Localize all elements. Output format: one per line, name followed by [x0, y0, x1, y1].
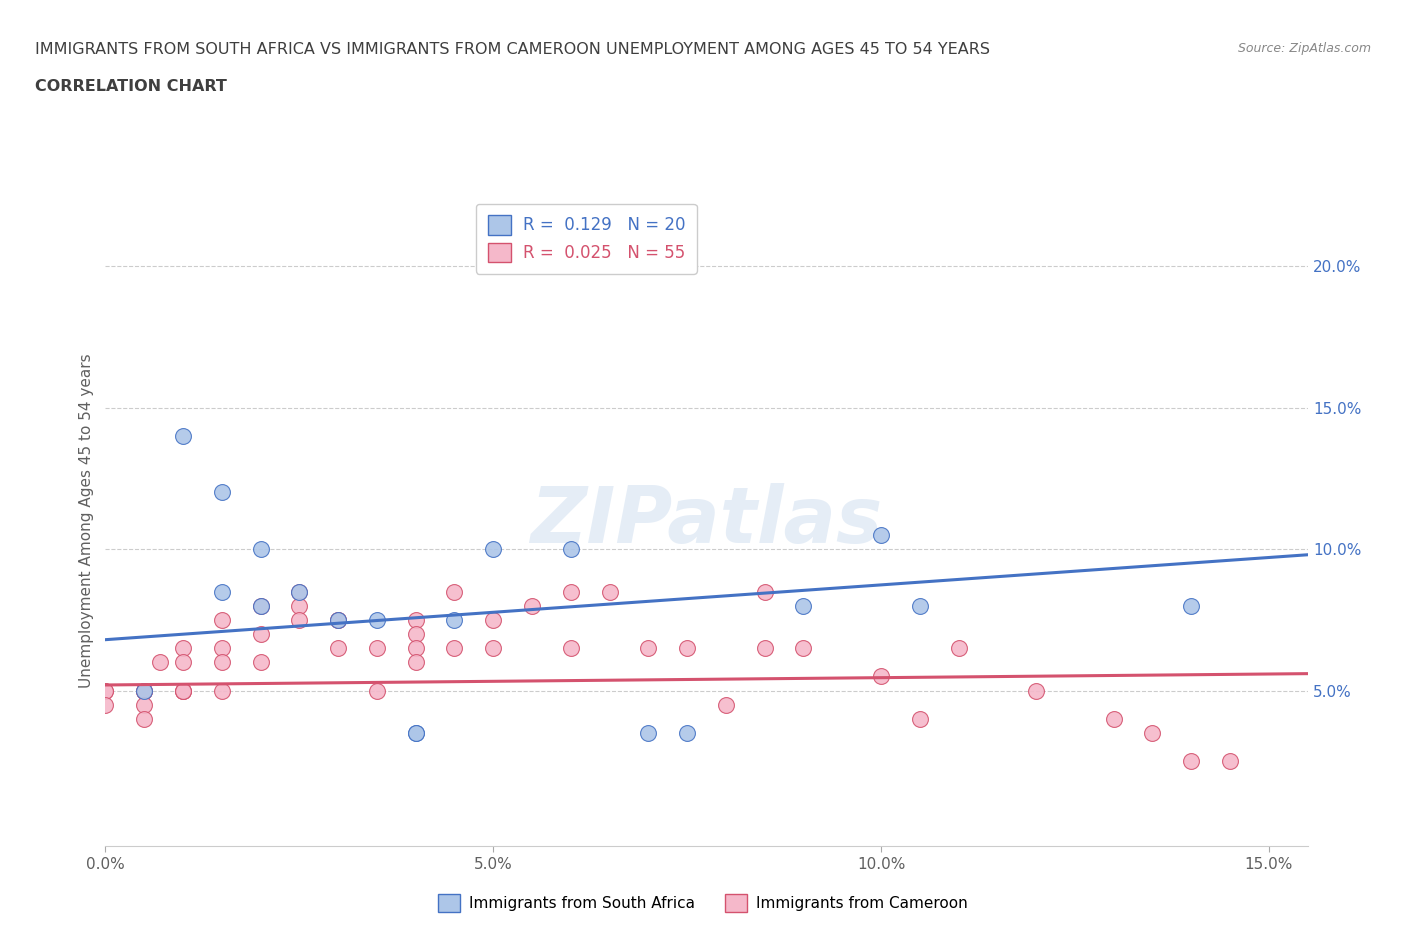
Point [134, 684, 156, 698]
Point [908, 711, 931, 726]
Point [1142, 725, 1164, 740]
Point [754, 641, 776, 656]
Point [1180, 598, 1202, 613]
Point [288, 598, 311, 613]
Point [211, 684, 233, 698]
Point [211, 584, 233, 599]
Point [288, 584, 311, 599]
Point [405, 641, 427, 656]
Point [172, 429, 194, 444]
Point [637, 641, 659, 656]
Point [908, 598, 931, 613]
Point [1219, 754, 1241, 769]
Point [637, 725, 659, 740]
Point [1180, 754, 1202, 769]
Point [948, 641, 970, 656]
Text: IMMIGRANTS FROM SOUTH AFRICA VS IMMIGRANTS FROM CAMEROON UNEMPLOYMENT AMONG AGES: IMMIGRANTS FROM SOUTH AFRICA VS IMMIGRAN… [35, 42, 990, 57]
Point [366, 613, 388, 628]
Point [288, 584, 311, 599]
Point [405, 613, 427, 628]
Point [482, 541, 505, 556]
Point [149, 655, 172, 670]
Point [443, 613, 465, 628]
Point [366, 684, 388, 698]
Point [249, 541, 271, 556]
Point [405, 725, 427, 740]
Point [211, 641, 233, 656]
Point [792, 641, 814, 656]
Point [792, 598, 814, 613]
Legend: Immigrants from South Africa, Immigrants from Cameroon: Immigrants from South Africa, Immigrants… [432, 888, 974, 918]
Point [870, 669, 893, 684]
Point [754, 584, 776, 599]
Point [134, 698, 156, 712]
Point [94, 684, 117, 698]
Text: ZIPatlas: ZIPatlas [530, 483, 883, 559]
Point [405, 655, 427, 670]
Point [1102, 711, 1125, 726]
Point [443, 641, 465, 656]
Point [211, 655, 233, 670]
Point [599, 584, 621, 599]
Point [870, 527, 893, 542]
Point [676, 725, 699, 740]
Point [405, 627, 427, 642]
Point [249, 598, 271, 613]
Point [560, 641, 582, 656]
Point [249, 598, 271, 613]
Point [172, 684, 194, 698]
Text: CORRELATION CHART: CORRELATION CHART [35, 79, 226, 94]
Point [249, 627, 271, 642]
Point [134, 711, 156, 726]
Point [326, 613, 349, 628]
Text: Source: ZipAtlas.com: Source: ZipAtlas.com [1237, 42, 1371, 55]
Point [714, 698, 737, 712]
Point [211, 613, 233, 628]
Point [676, 641, 699, 656]
Point [288, 613, 311, 628]
Point [249, 655, 271, 670]
Point [326, 641, 349, 656]
Point [326, 613, 349, 628]
Point [172, 641, 194, 656]
Point [94, 698, 117, 712]
Point [366, 641, 388, 656]
Point [211, 485, 233, 500]
Point [405, 725, 427, 740]
Point [443, 584, 465, 599]
Point [520, 598, 543, 613]
Point [482, 613, 505, 628]
Point [172, 684, 194, 698]
Legend: R =  0.129   N = 20, R =  0.025   N = 55: R = 0.129 N = 20, R = 0.025 N = 55 [475, 204, 697, 273]
Point [134, 684, 156, 698]
Point [560, 541, 582, 556]
Point [134, 684, 156, 698]
Point [172, 655, 194, 670]
Point [560, 584, 582, 599]
Y-axis label: Unemployment Among Ages 45 to 54 years: Unemployment Among Ages 45 to 54 years [79, 353, 94, 688]
Point [134, 684, 156, 698]
Point [94, 684, 117, 698]
Point [1025, 684, 1047, 698]
Point [482, 641, 505, 656]
Point [172, 684, 194, 698]
Point [326, 613, 349, 628]
